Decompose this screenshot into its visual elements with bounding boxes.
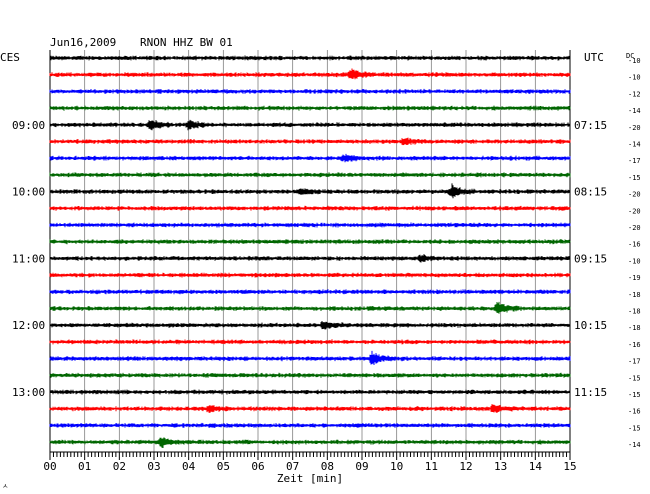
dc-offset-label: -20 xyxy=(628,124,641,132)
trace-row-1 xyxy=(49,68,571,80)
x-tick-label: 01 xyxy=(78,460,91,473)
x-tick-label: 15 xyxy=(563,460,576,473)
x-tick-label: 04 xyxy=(182,460,196,473)
dc-offset-label: -15 xyxy=(628,391,641,399)
trace-row-6 xyxy=(49,153,571,163)
dc-offset-label: -16 xyxy=(628,408,641,416)
x-tick-label: 11 xyxy=(425,460,438,473)
trace-row-20 xyxy=(49,389,571,395)
x-tick-label: 12 xyxy=(459,460,472,473)
dc-offset-label: -10 xyxy=(628,74,641,82)
dc-offset-label: -19 xyxy=(628,274,641,282)
dc-offset-label: -17 xyxy=(628,358,641,366)
dc-offset-label: -14 xyxy=(628,441,641,449)
dc-offset-label: -18 xyxy=(628,324,641,332)
trace-row-11 xyxy=(49,239,571,245)
dc-offset-label: -15 xyxy=(628,424,641,432)
left-hour-label: 11:00 xyxy=(12,252,45,265)
dc-header-label: DC xyxy=(626,52,634,60)
trace-row-0 xyxy=(49,55,571,61)
trace-row-17 xyxy=(49,339,571,345)
corner-mark: ㅅ xyxy=(2,482,8,490)
row-labels: 09:00 10:00 11:00 12:00 13:00 07:15 08:15 09:15… xyxy=(12,57,641,449)
dc-offset-label: -16 xyxy=(628,341,641,349)
right-hour-label: 07:15 xyxy=(574,119,607,132)
trace-row-4 xyxy=(49,119,571,131)
x-tick-label: 05 xyxy=(217,460,230,473)
x-tick-label: 10 xyxy=(390,460,403,473)
x-axis-label: Zeit [min] xyxy=(277,472,343,485)
left-hour-label: 10:00 xyxy=(12,186,45,199)
seismogram-traces xyxy=(49,55,571,448)
x-tick-label: 13 xyxy=(494,460,507,473)
trace-row-13 xyxy=(49,272,571,278)
right-hour-label: 09:15 xyxy=(574,252,607,265)
time-axis: 00 01 02 03 04 05 06 07 08 09 10 11 12 13 14 15 xyxy=(43,451,577,473)
x-tick-label: 08 xyxy=(321,460,334,473)
trace-row-22 xyxy=(49,422,571,428)
trace-row-3 xyxy=(49,105,571,111)
trace-row-19 xyxy=(49,372,571,378)
trace-row-8 xyxy=(49,183,571,199)
trace-row-14 xyxy=(49,289,571,295)
dc-offset-label: -20 xyxy=(628,224,641,232)
dc-offset-label: -18 xyxy=(628,308,641,316)
trace-row-10 xyxy=(49,222,571,228)
left-hour-label: 12:00 xyxy=(12,319,45,332)
dc-offset-label: -10 xyxy=(628,257,641,265)
left-timezone-label: CES xyxy=(0,51,20,64)
x-tick-label: 06 xyxy=(251,460,264,473)
x-tick-label: 09 xyxy=(355,460,368,473)
trace-row-12 xyxy=(49,254,571,263)
trace-row-5 xyxy=(49,137,571,146)
x-tick-label: 14 xyxy=(529,460,543,473)
dc-offset-label: -17 xyxy=(628,157,641,165)
chart-date: Jun16,2009 xyxy=(50,36,116,49)
right-hour-label: 11:15 xyxy=(574,386,607,399)
trace-row-23 xyxy=(49,437,571,448)
trace-row-21 xyxy=(49,404,571,413)
right-hour-label: 10:15 xyxy=(574,319,607,332)
trace-row-9 xyxy=(49,205,571,211)
x-tick-label: 00 xyxy=(43,460,56,473)
grid-lines xyxy=(49,50,571,452)
dc-offset-label: -20 xyxy=(628,207,641,215)
left-hour-label: 09:00 xyxy=(12,119,45,132)
trace-row-16 xyxy=(49,321,571,330)
dc-offset-label: -20 xyxy=(628,191,641,199)
x-tick-label: 07 xyxy=(286,460,299,473)
x-tick-label: 03 xyxy=(147,460,160,473)
trace-row-2 xyxy=(49,88,571,94)
right-hour-label: 08:15 xyxy=(574,186,607,199)
right-timezone-label: UTC xyxy=(584,51,604,64)
dc-offset-label: -15 xyxy=(628,174,641,182)
dc-offset-label: -18 xyxy=(628,291,641,299)
trace-row-15 xyxy=(49,301,571,314)
left-hour-label: 13:00 xyxy=(12,386,45,399)
trace-row-18 xyxy=(49,350,571,365)
dc-offset-label: -12 xyxy=(628,90,641,98)
x-tick-label: 02 xyxy=(113,460,126,473)
chart-station: RNON HHZ BW 01 xyxy=(140,36,233,49)
dc-offset-label: -14 xyxy=(628,141,641,149)
dc-offset-label: -16 xyxy=(628,241,641,249)
dc-offset-label: -14 xyxy=(628,107,641,115)
dc-offset-label: -15 xyxy=(628,374,641,382)
trace-row-7 xyxy=(49,172,571,178)
dc-offset-label: -10 xyxy=(628,57,641,65)
